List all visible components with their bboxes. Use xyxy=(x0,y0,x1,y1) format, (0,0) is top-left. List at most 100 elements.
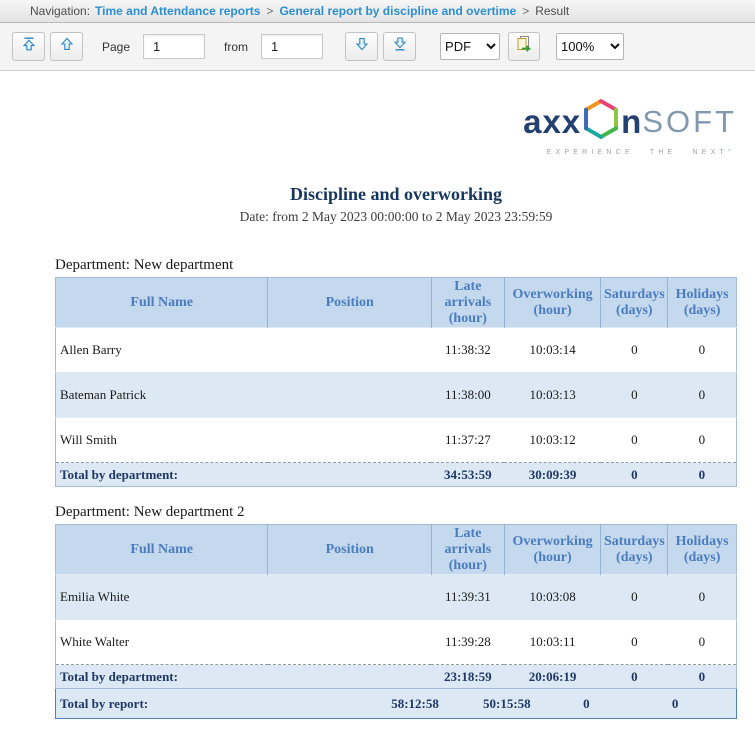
logo-text-axx: axx xyxy=(523,105,581,138)
total-saturdays: 0 xyxy=(601,463,668,487)
column-header-late-arrivals: Late arrivals (hour) xyxy=(431,278,504,328)
cell-holidays: 0 xyxy=(668,328,737,373)
department-label: Department: New department 2 xyxy=(55,504,737,521)
hexagon-logo-icon xyxy=(583,99,619,144)
breadcrumb-separator: > xyxy=(266,4,273,18)
cell-holidays: 0 xyxy=(668,373,737,418)
arrow-down-bar-icon xyxy=(392,36,408,57)
axxonsoft-logo: axx n SOFT EXPERIENCE THE NEXT° xyxy=(55,99,737,156)
column-header-position: Position xyxy=(268,525,431,575)
logo-tagline: EXPERIENCE THE NEXT° xyxy=(547,149,737,156)
total-saturdays: 0 xyxy=(601,665,668,689)
cell-late-arrivals: 11:37:27 xyxy=(431,418,504,463)
department-section: Department: New department Full Name Pos… xyxy=(55,257,737,487)
cell-overworking: 10:03:08 xyxy=(504,575,601,620)
cell-holidays: 0 xyxy=(668,620,737,665)
department-total-row: Total by department: 23:18:59 20:06:19 0… xyxy=(56,665,737,689)
cell-position xyxy=(268,328,431,373)
cell-saturdays: 0 xyxy=(601,575,668,620)
cell-late-arrivals: 11:38:00 xyxy=(431,373,504,418)
report-toolbar: Page from PDF xyxy=(0,23,755,71)
from-label: from xyxy=(224,40,248,54)
cell-saturdays: 0 xyxy=(601,328,668,373)
arrow-up-bar-icon xyxy=(21,36,37,57)
cell-holidays: 0 xyxy=(668,575,737,620)
column-header-saturdays: Saturdays (days) xyxy=(601,525,668,575)
department-total-label: Total by department: xyxy=(56,463,432,487)
report-page: axx n SOFT EXPERIENCE THE NEXT° Discipli… xyxy=(0,99,737,719)
page-number-input[interactable] xyxy=(143,34,205,59)
first-page-button[interactable] xyxy=(12,32,45,61)
column-header-holidays: Holidays (days) xyxy=(668,525,737,575)
total-late-arrivals: 23:18:59 xyxy=(431,665,504,689)
discipline-table: Full Name Position Late arrivals (hour) … xyxy=(55,277,737,487)
report-total-overworking: 50:15:58 xyxy=(455,696,558,712)
report-title: Discipline and overworking xyxy=(55,184,737,205)
export-button[interactable] xyxy=(508,32,540,61)
table-row: Will Smith 11:37:27 10:03:12 0 0 xyxy=(56,418,737,463)
cell-full-name: Allen Barry xyxy=(56,328,268,373)
breadcrumb-link-general-report[interactable]: General report by discipline and overtim… xyxy=(279,4,516,18)
export-format-select[interactable]: PDF xyxy=(440,33,500,60)
cell-position xyxy=(268,373,431,418)
cell-holidays: 0 xyxy=(668,418,737,463)
department-total-row: Total by department: 34:53:59 30:09:39 0… xyxy=(56,463,737,487)
report-total-holidays: 0 xyxy=(614,696,736,712)
next-page-button[interactable] xyxy=(345,32,378,61)
cell-position xyxy=(268,418,431,463)
arrow-down-icon xyxy=(354,36,370,57)
report-total-row: Total by report: 58:12:58 50:15:58 0 0 xyxy=(55,689,737,719)
department-section: Department: New department 2 Full Name P… xyxy=(55,504,737,719)
table-row: Allen Barry 11:38:32 10:03:14 0 0 xyxy=(56,328,737,373)
logo-text-n: n xyxy=(621,105,642,138)
cell-saturdays: 0 xyxy=(601,373,668,418)
cell-overworking: 10:03:11 xyxy=(504,620,601,665)
cell-overworking: 10:03:13 xyxy=(504,373,601,418)
table-header-row: Full Name Position Late arrivals (hour) … xyxy=(56,278,737,328)
total-pages-input[interactable] xyxy=(261,34,323,59)
table-header-row: Full Name Position Late arrivals (hour) … xyxy=(56,525,737,575)
column-header-full-name: Full Name xyxy=(56,278,268,328)
cell-saturdays: 0 xyxy=(601,418,668,463)
page-label: Page xyxy=(102,40,130,54)
breadcrumb: Navigation: Time and Attendance reports … xyxy=(0,0,755,23)
department-label: Department: New department xyxy=(55,257,737,274)
report-total-late-arrivals: 58:12:58 xyxy=(375,696,455,712)
export-document-icon xyxy=(515,35,533,58)
previous-page-button[interactable] xyxy=(50,32,83,61)
breadcrumb-link-reports[interactable]: Time and Attendance reports xyxy=(95,4,260,18)
column-header-overworking: Overworking (hour) xyxy=(504,278,601,328)
total-overworking: 30:09:39 xyxy=(504,463,601,487)
total-holidays: 0 xyxy=(668,463,737,487)
table-row: Emilia White 11:39:31 10:03:08 0 0 xyxy=(56,575,737,620)
cell-full-name: Bateman Patrick xyxy=(56,373,268,418)
cell-late-arrivals: 11:39:31 xyxy=(431,575,504,620)
breadcrumb-label: Navigation: xyxy=(30,4,90,18)
total-holidays: 0 xyxy=(668,665,737,689)
breadcrumb-separator: > xyxy=(522,4,529,18)
cell-full-name: Will Smith xyxy=(56,418,268,463)
column-header-holidays: Holidays (days) xyxy=(668,278,737,328)
breadcrumb-current: Result xyxy=(535,4,569,18)
department-total-label: Total by department: xyxy=(56,665,432,689)
total-overworking: 20:06:19 xyxy=(504,665,601,689)
zoom-level-select[interactable]: 100% xyxy=(556,33,624,60)
column-header-saturdays: Saturdays (days) xyxy=(601,278,668,328)
column-header-position: Position xyxy=(268,278,431,328)
cell-full-name: White Walter xyxy=(56,620,268,665)
arrow-up-icon xyxy=(59,36,75,57)
logo-text-soft: SOFT xyxy=(642,106,737,137)
cell-full-name: Emilia White xyxy=(56,575,268,620)
report-date-range: Date: from 2 May 2023 00:00:00 to 2 May … xyxy=(231,208,561,226)
discipline-table: Full Name Position Late arrivals (hour) … xyxy=(55,524,737,689)
cell-saturdays: 0 xyxy=(601,620,668,665)
cell-overworking: 10:03:12 xyxy=(504,418,601,463)
report-total-label: Total by report: xyxy=(56,696,375,712)
total-late-arrivals: 34:53:59 xyxy=(431,463,504,487)
column-header-full-name: Full Name xyxy=(56,525,268,575)
column-header-overworking: Overworking (hour) xyxy=(504,525,601,575)
cell-position xyxy=(268,575,431,620)
cell-late-arrivals: 11:38:32 xyxy=(431,328,504,373)
last-page-button[interactable] xyxy=(383,32,416,61)
table-row: White Walter 11:39:28 10:03:11 0 0 xyxy=(56,620,737,665)
